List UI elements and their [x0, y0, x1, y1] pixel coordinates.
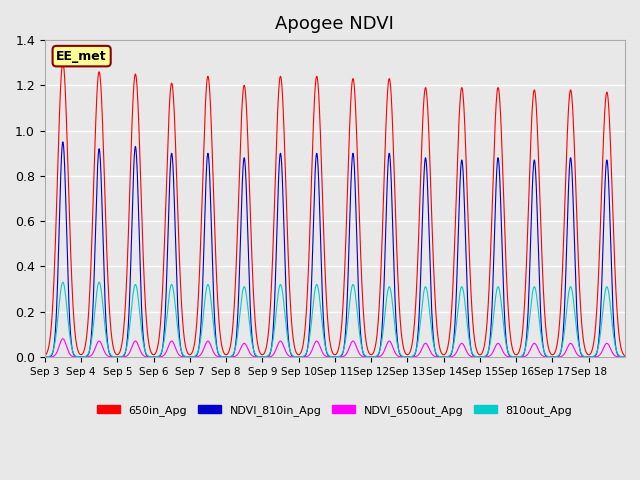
Text: EE_met: EE_met: [56, 49, 107, 62]
Title: Apogee NDVI: Apogee NDVI: [275, 15, 394, 33]
Legend: 650in_Apg, NDVI_810in_Apg, NDVI_650out_Apg, 810out_Apg: 650in_Apg, NDVI_810in_Apg, NDVI_650out_A…: [93, 400, 577, 420]
